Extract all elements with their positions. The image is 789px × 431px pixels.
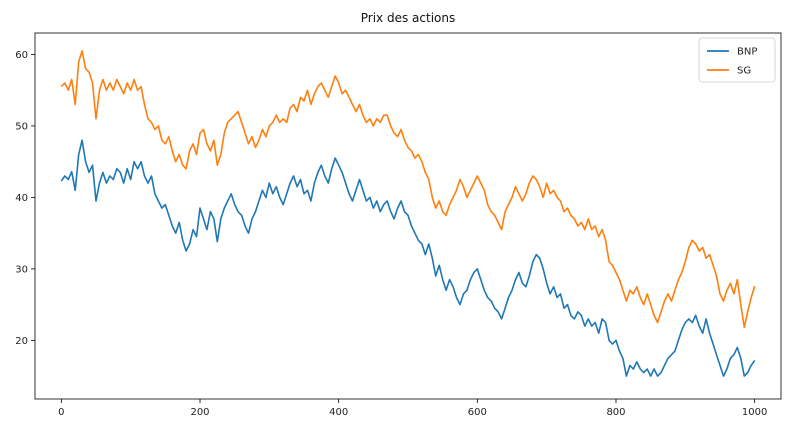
y-tick-label: 40 (15, 193, 28, 204)
legend-label-sg: SG (737, 66, 751, 77)
series-line-bnp (60, 139, 756, 377)
legend-label-bnp: BNP (737, 47, 757, 58)
x-tick-label: 600 (468, 407, 487, 418)
x-tick-label: 200 (190, 407, 209, 418)
x-tick-label: 400 (329, 407, 348, 418)
x-tick-label: 1000 (742, 407, 767, 418)
x-tick-label: 800 (606, 407, 625, 418)
chart-title: Prix des actions (361, 11, 455, 25)
series-line-sg (60, 50, 756, 329)
plot-frame (34, 32, 782, 400)
legend-box (698, 37, 776, 83)
y-tick-label: 30 (15, 264, 28, 275)
legend: BNP SG (698, 37, 776, 83)
y-tick-label: 20 (15, 336, 28, 347)
y-tick-label: 60 (15, 50, 28, 61)
y-tick-label: 50 (15, 121, 28, 132)
plot-axes: 0 200 400 600 800 1000 20 30 40 50 60 (15, 32, 782, 418)
series-lines (60, 50, 756, 377)
x-tick-label: 0 (58, 407, 64, 418)
